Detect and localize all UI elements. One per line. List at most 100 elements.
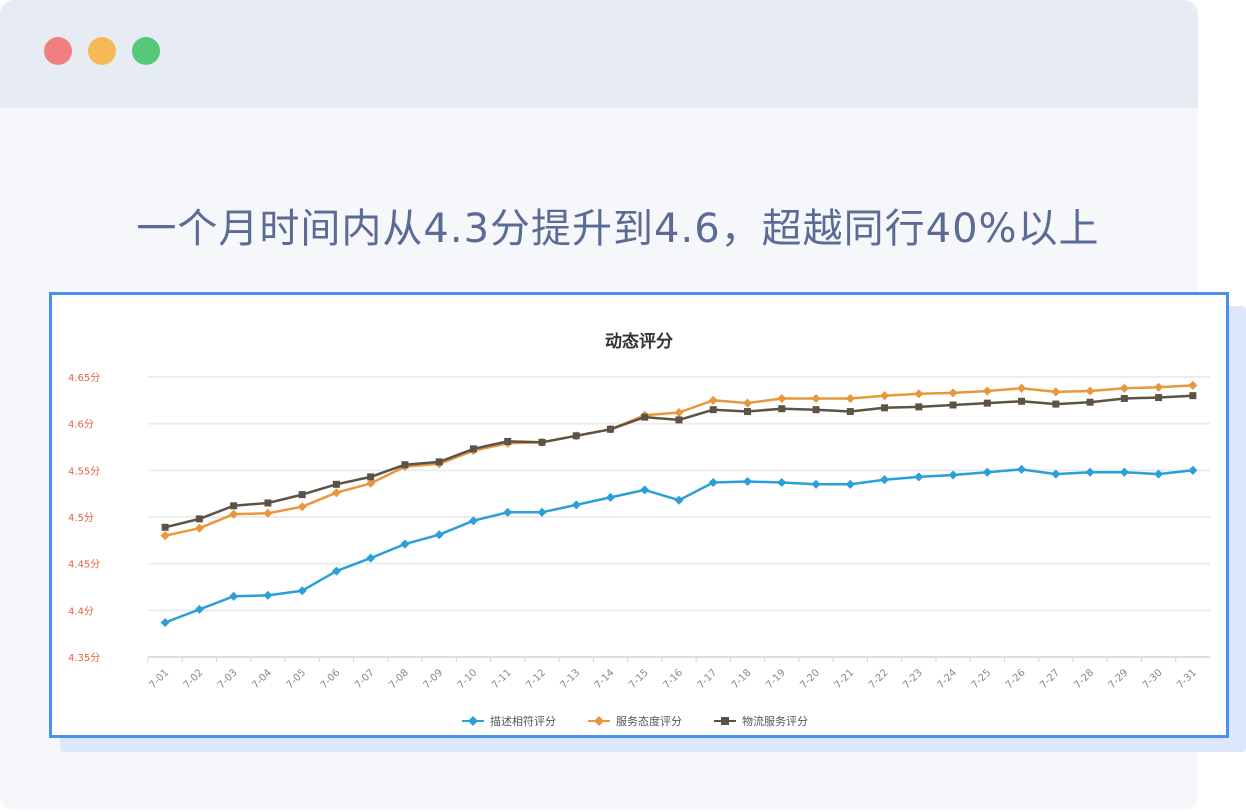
data-point (674, 495, 684, 505)
y-tick-label: 4.4分 (68, 605, 94, 617)
data-point (1085, 386, 1095, 396)
x-tick-label: 7-18 (730, 667, 754, 691)
data-point (367, 473, 375, 481)
data-point (1018, 397, 1026, 405)
data-point (914, 472, 924, 482)
data-point (606, 425, 614, 433)
y-tick-label: 4.6分 (68, 419, 94, 431)
data-point (504, 437, 512, 445)
legend-marker (594, 716, 604, 726)
x-tick-label: 7-28 (1072, 667, 1096, 691)
chart-title: 动态评分 (605, 331, 673, 352)
data-point (1119, 383, 1129, 393)
data-point (264, 499, 272, 507)
data-point (366, 478, 376, 488)
x-tick-label: 7-31 (1175, 667, 1199, 691)
data-point (1120, 394, 1128, 402)
x-tick-label: 7-10 (456, 667, 480, 691)
y-tick-label: 4.45分 (68, 559, 100, 571)
data-point (846, 408, 854, 416)
y-tick-label: 4.5分 (68, 512, 94, 524)
data-point (1052, 400, 1060, 408)
data-point (641, 413, 649, 421)
data-point (1051, 387, 1061, 397)
data-point (812, 406, 820, 414)
data-point (400, 539, 410, 549)
data-point (298, 491, 306, 499)
data-point (778, 405, 786, 413)
data-point (675, 416, 683, 424)
data-point (949, 401, 957, 409)
data-point (1017, 383, 1027, 393)
data-point (777, 477, 787, 487)
data-point (1189, 392, 1197, 400)
data-point (1085, 467, 1095, 477)
data-point (331, 566, 341, 576)
data-point (881, 404, 889, 412)
data-point (503, 507, 513, 517)
data-point (845, 393, 855, 403)
headline-text: 一个月时间内从4.3分提升到4.6，超越同行40%以上 (136, 206, 1100, 252)
legend-label: 服务态度评分 (616, 714, 682, 728)
data-point (1119, 467, 1129, 477)
x-tick-label: 7-09 (421, 667, 445, 691)
x-tick-label: 7-13 (559, 667, 583, 691)
data-point (605, 492, 616, 502)
x-tick-label: 7-12 (524, 667, 548, 691)
data-point (435, 458, 443, 466)
x-tick-label: 7-21 (833, 667, 857, 691)
y-tick-label: 4.35分 (68, 652, 100, 664)
x-tick-label: 7-05 (284, 667, 308, 691)
maximize-window-button[interactable] (132, 37, 160, 65)
data-point (230, 502, 238, 510)
data-point (914, 389, 924, 399)
x-tick-label: 7-26 (1004, 667, 1028, 691)
x-tick-label: 7-30 (1141, 667, 1165, 691)
data-point (811, 479, 821, 489)
data-point (742, 398, 753, 408)
data-point (880, 475, 890, 485)
data-point (1188, 465, 1198, 475)
data-point (366, 553, 376, 563)
data-point (331, 488, 341, 498)
x-tick-label: 7-22 (867, 667, 891, 691)
x-tick-label: 7-14 (593, 667, 617, 691)
x-tick-label: 7-24 (935, 667, 959, 691)
data-point (572, 432, 580, 440)
data-point (742, 477, 753, 487)
data-point (982, 386, 992, 396)
data-point (880, 391, 890, 401)
data-point (811, 393, 821, 403)
data-point (1154, 382, 1164, 392)
data-point (194, 523, 204, 533)
data-point (777, 393, 787, 403)
data-point (332, 480, 340, 488)
x-tick-label: 7-27 (1038, 667, 1062, 691)
x-tick-label: 7-16 (661, 667, 685, 691)
data-point (263, 590, 273, 600)
minimize-window-button[interactable] (88, 37, 116, 65)
data-point (1086, 398, 1094, 406)
data-point (1188, 380, 1198, 390)
data-point (469, 445, 477, 453)
data-point (1155, 394, 1163, 402)
x-tick-label: 7-19 (764, 667, 788, 691)
data-point (195, 515, 203, 523)
y-tick-label: 4.65分 (68, 372, 100, 384)
data-point (915, 403, 923, 411)
data-point (571, 500, 581, 510)
legend-label: 物流服务评分 (742, 714, 808, 728)
x-tick-label: 7-08 (387, 667, 411, 691)
data-point (708, 477, 718, 487)
x-tick-label: 7-06 (319, 667, 343, 691)
data-point (948, 388, 958, 398)
data-point (537, 507, 547, 517)
x-tick-label: 7-23 (901, 667, 925, 691)
data-point (708, 395, 718, 405)
data-point (845, 479, 855, 489)
data-point (640, 485, 650, 495)
x-tick-label: 7-25 (970, 667, 994, 691)
data-point (401, 461, 409, 469)
close-window-button[interactable] (44, 37, 72, 65)
x-tick-label: 7-20 (798, 667, 822, 691)
